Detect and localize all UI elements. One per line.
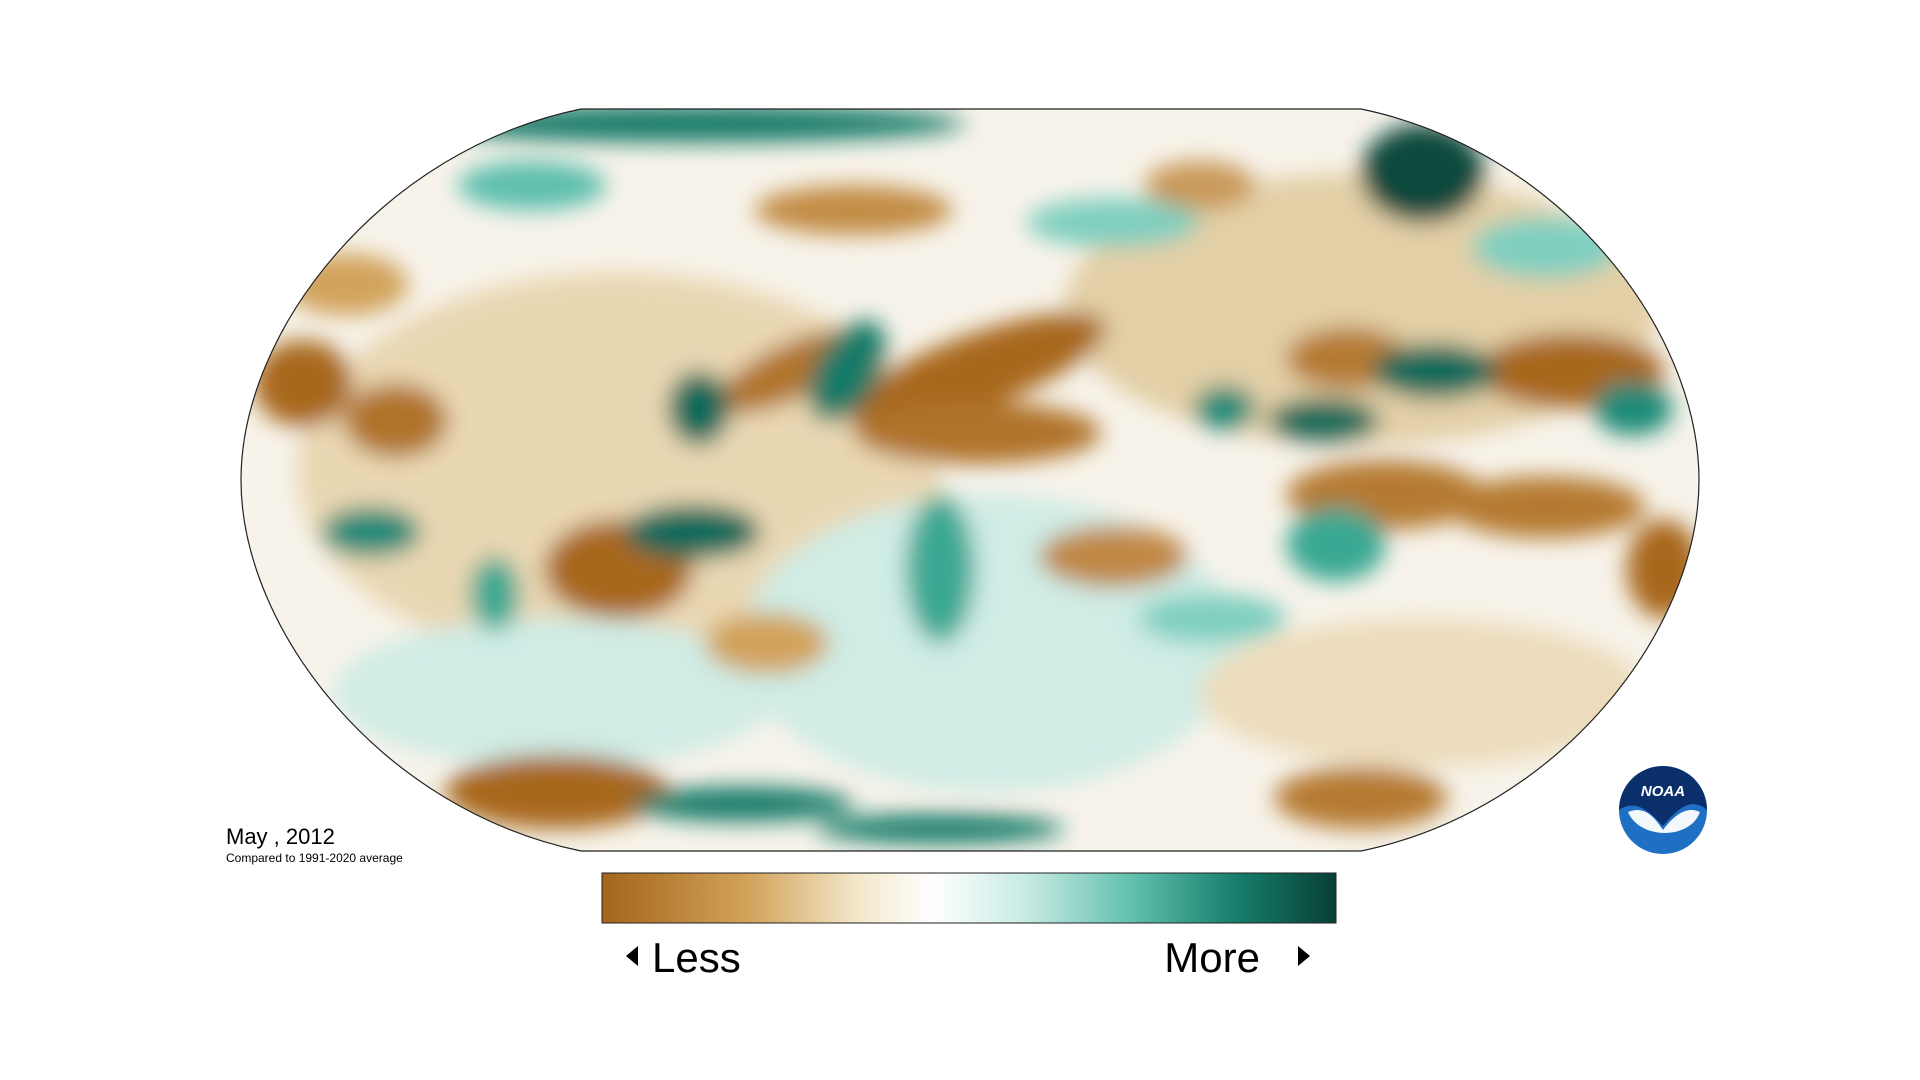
- precip-blob: [853, 402, 1101, 464]
- precip-blob: [1039, 525, 1188, 588]
- precip-blob: [816, 813, 1064, 844]
- precip-blob: [1447, 476, 1646, 539]
- legend-high: More: [1164, 934, 1260, 981]
- precip-blob: [1267, 398, 1380, 443]
- precip-blob: [1193, 385, 1256, 431]
- precip-blob: [1026, 197, 1200, 248]
- precip-blob: [343, 383, 448, 458]
- precip-blob: [1286, 507, 1386, 582]
- precip-blob: [630, 786, 854, 822]
- noaa-logo: NOAA: [1619, 766, 1707, 854]
- precip-blob: [808, 320, 886, 422]
- logo-text: NOAA: [1641, 783, 1685, 800]
- precip-blob: [1593, 380, 1673, 436]
- precip-blob: [1144, 160, 1256, 211]
- precip-blob: [905, 494, 975, 644]
- precip-blob: [705, 612, 829, 675]
- arrow-right: [1298, 946, 1310, 966]
- logo-gull: [1628, 810, 1700, 833]
- color-bar: [601, 872, 1337, 924]
- precip-blob: [470, 556, 520, 631]
- map-outline: [240, 108, 1700, 852]
- map: [240, 108, 1700, 852]
- precip-blob: [333, 618, 780, 767]
- map-date: May , 2012: [226, 824, 335, 849]
- precip-blob: [667, 371, 730, 446]
- legend-low: Less: [652, 934, 741, 981]
- precip-blob: [1199, 618, 1646, 767]
- precip-blob: [253, 340, 353, 427]
- precip-blob: [1373, 343, 1497, 399]
- precip-blob: [457, 160, 607, 211]
- precip-blob: [445, 754, 668, 829]
- precip-blob: [1274, 766, 1448, 829]
- logo-top: [1619, 766, 1707, 826]
- precip-blob: [1138, 593, 1287, 644]
- precip-blob: [1472, 216, 1621, 279]
- precip-blob: [420, 109, 965, 143]
- precip-blob: [1360, 123, 1485, 223]
- precip-blob: [284, 253, 409, 316]
- color-legend: Less More: [601, 872, 1337, 981]
- precip-blob: [1626, 519, 1699, 619]
- map-subtitle: Compared to 1991-2020 average: [226, 851, 403, 865]
- precip-blob: [624, 504, 761, 560]
- precip-blob: [754, 185, 953, 236]
- arrow-left: [626, 946, 638, 966]
- precip-blob: [321, 507, 421, 557]
- precip-blob: [848, 312, 1106, 430]
